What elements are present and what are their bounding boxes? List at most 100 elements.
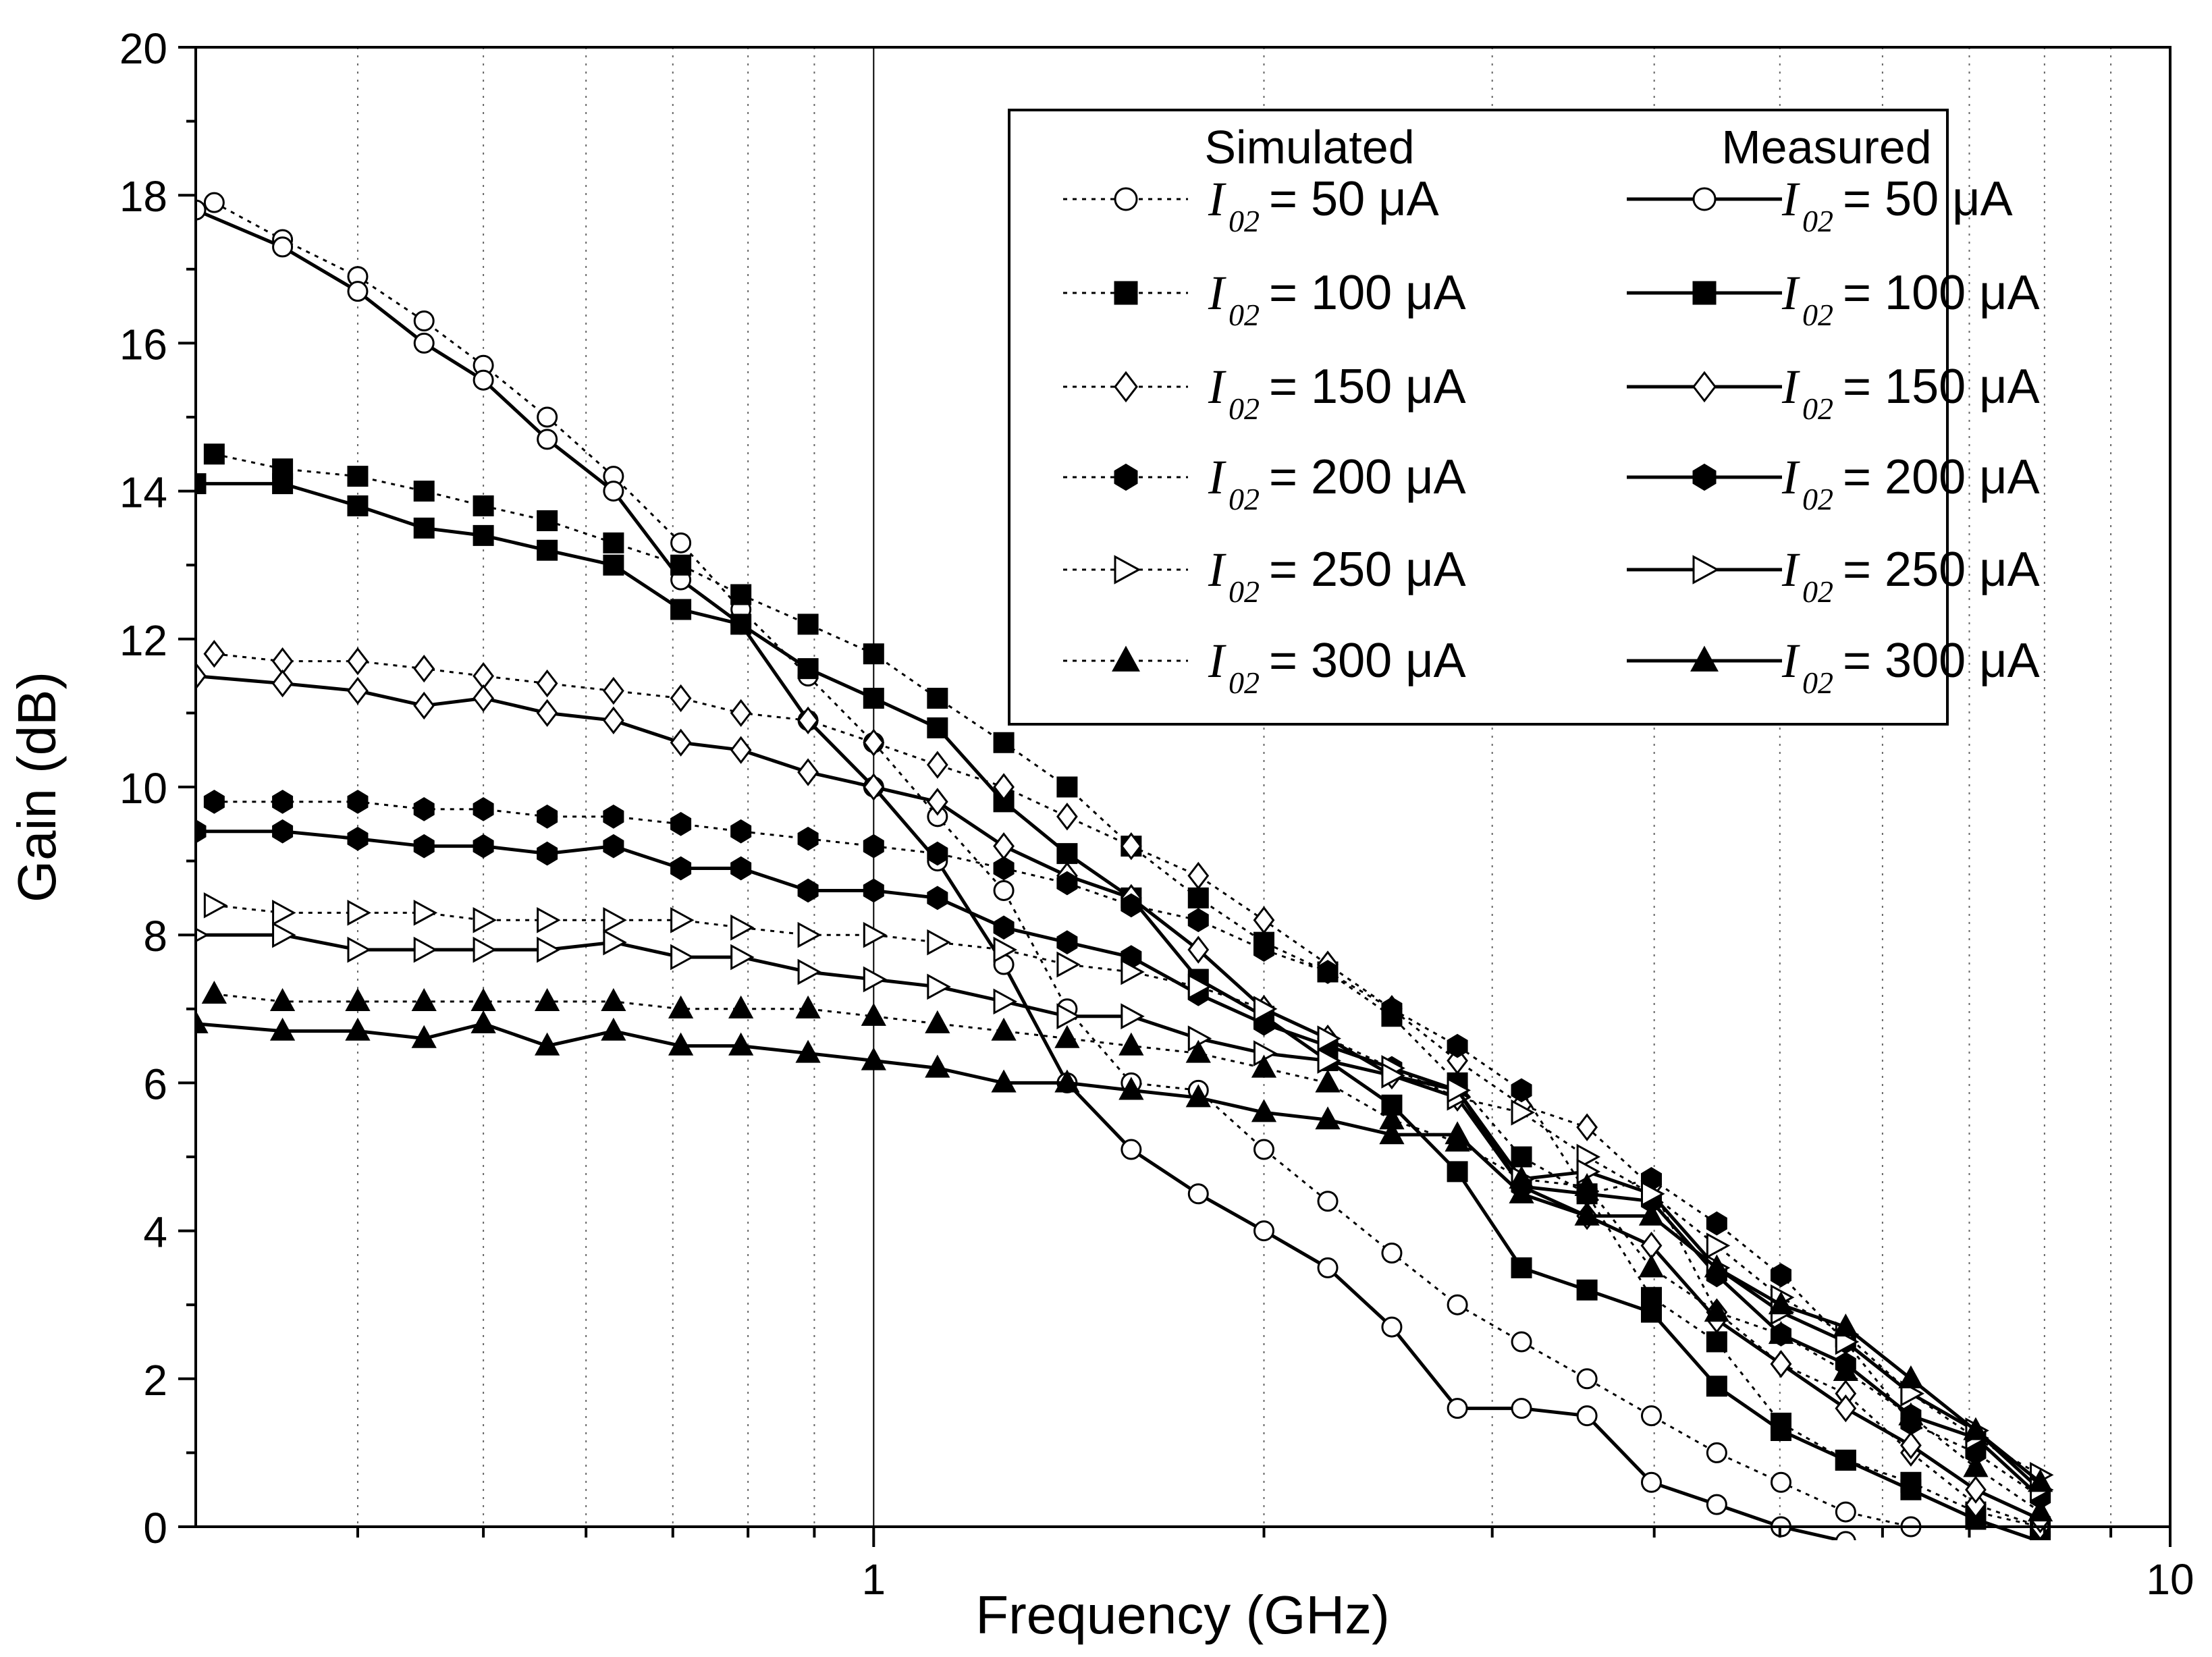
data-point (1511, 1398, 1532, 1419)
data-point (1835, 1531, 1856, 1540)
data-point (1381, 1094, 1403, 1116)
legend-header-simulated: Simulated (1204, 121, 1414, 173)
data-point (1056, 871, 1078, 896)
data-point (1056, 803, 1078, 831)
data-point (1690, 645, 1719, 672)
data-point (411, 987, 437, 1011)
data-point (1381, 1316, 1403, 1338)
data-point (1692, 281, 1717, 305)
legend-entry-simulated-3: I 02 = 150 μA (1063, 360, 1466, 426)
data-point (1056, 1003, 1081, 1030)
data-point (993, 879, 1015, 901)
legend-subscript: 02 (1802, 298, 1833, 332)
data-point (1640, 1180, 1665, 1207)
data-point (1381, 1242, 1403, 1264)
data-point (670, 728, 692, 757)
legend-subscript: 02 (1802, 665, 1833, 700)
data-point (730, 699, 752, 728)
data-point (797, 706, 819, 735)
data-point (203, 192, 225, 213)
data-point (347, 676, 369, 705)
data-point (1054, 1025, 1080, 1048)
data-point (1511, 1078, 1532, 1103)
data-point (993, 988, 1018, 1015)
data-point (535, 987, 560, 1011)
data-point (1692, 463, 1717, 491)
data-point (203, 892, 228, 919)
data-point (537, 936, 561, 963)
legend-label: = 200 μA (1269, 450, 1466, 504)
data-point (1574, 1202, 1600, 1226)
data-point (730, 856, 752, 881)
data-point (601, 987, 626, 1011)
data-point (473, 495, 494, 517)
data-point (271, 669, 294, 698)
legend-symbol: I (1781, 360, 1800, 414)
data-point (863, 687, 884, 709)
data-point (1187, 1183, 1209, 1205)
data-point (272, 473, 294, 495)
data-point (470, 1010, 496, 1033)
data-point (670, 856, 692, 881)
legend-label: = 200 μA (1843, 450, 2040, 504)
data-point (863, 878, 884, 903)
legend-label: = 50 μA (1843, 172, 2013, 226)
data-point (1317, 1257, 1339, 1278)
data-point (1253, 938, 1274, 962)
legend-box (1008, 109, 1949, 726)
data-point (670, 811, 692, 836)
data-point (196, 1010, 209, 1033)
data-point (470, 987, 496, 1011)
data-point (537, 539, 558, 561)
data-point (1185, 1084, 1211, 1108)
data-point (203, 640, 225, 668)
legend-entry-simulated-4: I 02 = 200 μA (1063, 450, 1466, 516)
data-point (730, 614, 752, 635)
data-point (347, 790, 369, 814)
legend-symbol: I (1781, 634, 1800, 688)
legend-label: = 250 μA (1843, 543, 2040, 597)
data-point (1900, 1479, 1922, 1500)
legend-header-measured: Measured (1721, 121, 1931, 173)
data-point (1640, 1471, 1662, 1493)
y-tick-label: 0 (143, 1504, 167, 1552)
data-point (1317, 1025, 1341, 1052)
data-point (1121, 958, 1145, 985)
data-point (925, 1054, 950, 1078)
data-point (1770, 1263, 1791, 1288)
data-point (1965, 1475, 1987, 1504)
data-point (1898, 1402, 1924, 1425)
data-point (1381, 1062, 1405, 1089)
data-point (730, 584, 752, 605)
data-point (1120, 832, 1142, 861)
data-point (1056, 930, 1078, 955)
data-point (926, 788, 948, 816)
data-point (1112, 645, 1140, 672)
data-point (926, 751, 948, 779)
legend-subscript: 02 (1229, 204, 1260, 238)
legend-symbol: I (1781, 266, 1800, 320)
data-point (1965, 1490, 1987, 1519)
data-point (728, 995, 754, 1018)
legend-symbol: I (1208, 172, 1226, 226)
data-point (1054, 1069, 1080, 1093)
data-point (272, 790, 294, 814)
legend-symbol: I (1781, 172, 1800, 226)
legend-subscript: 02 (1802, 574, 1833, 609)
data-point (1187, 861, 1210, 890)
data-point (1704, 1254, 1729, 1278)
y-tick-label: 10 (119, 764, 167, 813)
data-point (347, 281, 369, 302)
data-point (603, 834, 624, 859)
data-point (1187, 887, 1209, 908)
data-point (413, 310, 435, 332)
series-line (214, 904, 2041, 1476)
legend-label: = 100 μA (1269, 266, 1466, 320)
data-point (863, 834, 884, 859)
data-point (196, 661, 207, 690)
data-point (1511, 1146, 1532, 1168)
data-point (797, 614, 819, 635)
legend-entry-measured-6: I 02 = 300 μA (1627, 634, 2040, 700)
y-tick-label: 12 (119, 616, 167, 665)
